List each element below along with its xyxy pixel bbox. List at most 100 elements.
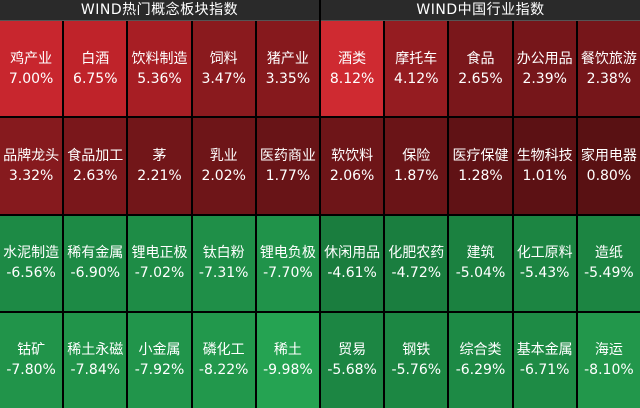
heatmap-tile[interactable]: 化肥农药 -4.72%	[385, 215, 448, 311]
tile-name: 钛白粉	[202, 245, 245, 262]
tile-change-percent: 1.28%	[458, 167, 503, 184]
heatmap-grid: 鸡产业 7.00% 白酒 6.75% 饮料制造 5.36% 饲料 3.47% 猪产业 3.35% 品…	[0, 21, 319, 408]
tile-change-percent: 3.35%	[265, 70, 311, 87]
heatmap-tile[interactable]: 建筑 -5.04%	[449, 215, 512, 311]
heatmap-tile[interactable]: 海运 -8.10%	[577, 312, 640, 408]
heatmap-tile[interactable]: 医疗保健 1.28%	[449, 118, 512, 214]
heatmap-tile[interactable]: 软饮料 2.06%	[321, 118, 384, 214]
tile-change-percent: 1.01%	[522, 167, 567, 184]
tile-name: 生物科技	[516, 147, 573, 164]
tile-change-percent: 2.38%	[586, 70, 632, 87]
tile-change-percent: -5.43%	[519, 265, 570, 282]
tile-name: 稀土	[273, 342, 302, 359]
tile-name: 鸡产业	[10, 50, 53, 67]
tile-name: 家用电器	[580, 147, 637, 164]
tile-name: 钢铁	[402, 342, 431, 359]
heatmap-tile[interactable]: 钴矿 -7.80%	[0, 312, 63, 408]
heatmap-tile[interactable]: 钛白粉 -7.31%	[192, 215, 255, 311]
heatmap-tile[interactable]: 磷化工 -8.22%	[192, 312, 255, 408]
heatmap-tile[interactable]: 饮料制造 5.36%	[128, 21, 191, 117]
heatmap-tile[interactable]: 餐饮旅游 2.38%	[577, 21, 640, 117]
industry-index-panel: WIND中国行业指数 酒类 8.12% 摩托车 4.12% 食品 2.65% 办公用品 2.3…	[321, 0, 640, 408]
heatmap-tile[interactable]: 办公用品 2.39%	[513, 21, 576, 117]
heatmap-tile[interactable]: 摩托车 4.12%	[385, 21, 448, 117]
heatmap-tile[interactable]: 小金属 -7.92%	[128, 312, 191, 408]
tile-change-percent: -6.90%	[70, 265, 121, 282]
tile-change-percent: 2.21%	[137, 167, 182, 184]
tile-change-percent: -5.04%	[455, 265, 506, 282]
tile-change-percent: 2.02%	[201, 167, 246, 184]
tile-name: 茅	[152, 147, 167, 164]
heatmap-tile[interactable]: 化工原料 -5.43%	[513, 215, 576, 311]
heatmap-tile[interactable]: 家用电器 0.80%	[577, 118, 640, 214]
heatmap-tile[interactable]: 稀土永磁 -7.84%	[64, 312, 127, 408]
tile-change-percent: -7.92%	[134, 362, 185, 379]
tile-name: 锂电正极	[131, 245, 188, 262]
tile-name: 软饮料	[331, 147, 374, 164]
heatmap-tile[interactable]: 酒类 8.12%	[321, 21, 384, 117]
tile-change-percent: 4.12%	[394, 70, 439, 87]
tile-change-percent: 6.75%	[73, 70, 118, 87]
tile-change-percent: -4.61%	[327, 265, 377, 282]
tile-name: 猪产业	[266, 50, 309, 67]
tile-name: 餐饮旅游	[580, 50, 637, 67]
tile-name: 稀有金属	[67, 245, 124, 262]
heatmap-tile[interactable]: 稀土 -9.98%	[256, 312, 319, 408]
tile-change-percent: -9.98%	[263, 362, 313, 379]
tile-change-percent: -7.84%	[70, 362, 121, 379]
heatmap-tile[interactable]: 白酒 6.75%	[64, 21, 127, 117]
heatmap-tile[interactable]: 鸡产业 7.00%	[0, 21, 63, 117]
tile-change-percent: -7.80%	[6, 362, 56, 379]
heatmap-tile[interactable]: 饲料 3.47%	[192, 21, 255, 117]
tile-change-percent: 1.77%	[265, 167, 311, 184]
tile-name: 钴矿	[17, 342, 46, 359]
tile-name: 基本金属	[516, 342, 573, 359]
heatmap-tile[interactable]: 贸易 -5.68%	[321, 312, 384, 408]
tile-change-percent: -8.22%	[198, 362, 249, 379]
tile-change-percent: 2.65%	[458, 70, 503, 87]
heatmap-tile[interactable]: 稀有金属 -6.90%	[64, 215, 127, 311]
heatmap-tile[interactable]: 锂电正极 -7.02%	[128, 215, 191, 311]
tile-change-percent: 3.47%	[201, 70, 246, 87]
tile-change-percent: 2.06%	[329, 167, 375, 184]
heatmap-tile[interactable]: 品牌龙头 3.32%	[0, 118, 63, 214]
tile-name: 建筑	[466, 245, 495, 262]
tile-change-percent: -8.10%	[584, 362, 634, 379]
heatmap-tile[interactable]: 生物科技 1.01%	[513, 118, 576, 214]
heatmap-tile[interactable]: 食品加工 2.63%	[64, 118, 127, 214]
tile-change-percent: -6.71%	[519, 362, 570, 379]
heatmap-tile[interactable]: 食品 2.65%	[449, 21, 512, 117]
tile-name: 办公用品	[516, 50, 573, 67]
tile-name: 化肥农药	[388, 245, 445, 262]
tile-name: 海运	[594, 342, 623, 359]
tile-name: 摩托车	[395, 50, 438, 67]
tile-name: 水泥制造	[3, 245, 60, 262]
heatmap-tile[interactable]: 综合类 -6.29%	[449, 312, 512, 408]
heatmap-tile[interactable]: 造纸 -5.49%	[577, 215, 640, 311]
tile-name: 白酒	[81, 50, 110, 67]
heatmap-tile[interactable]: 锂电负极 -7.70%	[256, 215, 319, 311]
heatmap-tile[interactable]: 医药商业 1.77%	[256, 118, 319, 214]
heatmap-tile[interactable]: 乳业 2.02%	[192, 118, 255, 214]
heatmap-tile[interactable]: 休闲用品 -4.61%	[321, 215, 384, 311]
tile-name: 休闲用品	[324, 245, 381, 262]
tile-change-percent: 0.80%	[586, 167, 632, 184]
heatmap-tile[interactable]: 猪产业 3.35%	[256, 21, 319, 117]
heatmap-tile[interactable]: 茅 2.21%	[128, 118, 191, 214]
tile-name: 医药商业	[259, 147, 316, 164]
tile-change-percent: 7.00%	[8, 70, 54, 87]
heatmap-tile[interactable]: 基本金属 -6.71%	[513, 312, 576, 408]
tile-name: 医疗保健	[452, 147, 509, 164]
tile-change-percent: -7.02%	[134, 265, 185, 282]
tile-name: 化工原料	[516, 245, 573, 262]
tile-change-percent: -7.31%	[198, 265, 249, 282]
heatmap-tile[interactable]: 保险 1.87%	[385, 118, 448, 214]
tile-name: 稀土永磁	[67, 342, 124, 359]
heatmap-tile[interactable]: 水泥制造 -6.56%	[0, 215, 63, 311]
tile-change-percent: 1.87%	[394, 167, 439, 184]
tile-change-percent: -6.56%	[6, 265, 56, 282]
heatmap-tile[interactable]: 钢铁 -5.76%	[385, 312, 448, 408]
tile-name: 饲料	[209, 50, 238, 67]
tile-change-percent: 5.36%	[137, 70, 182, 87]
tile-name: 锂电负极	[259, 245, 316, 262]
